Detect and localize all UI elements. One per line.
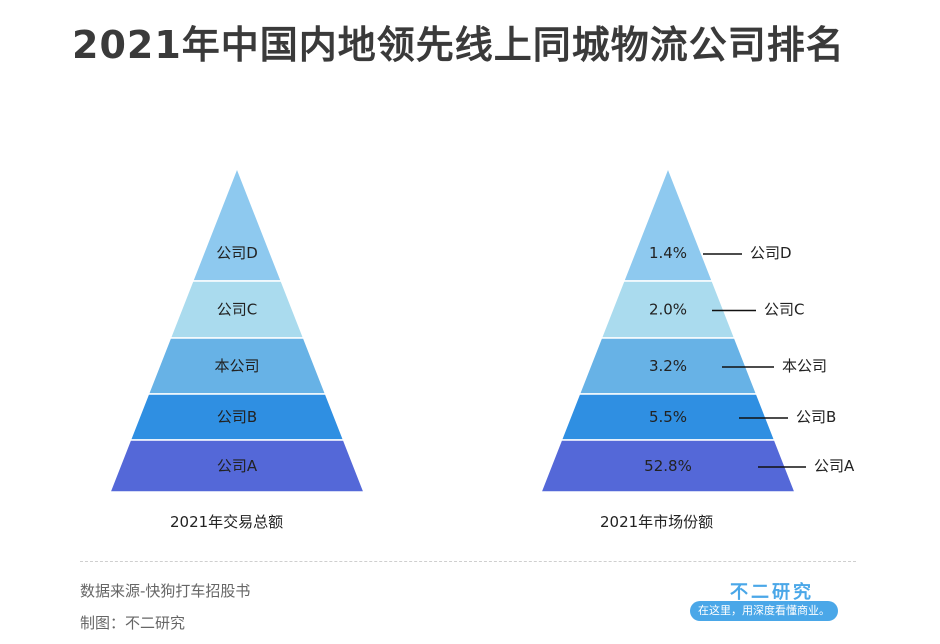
company-label: 公司B <box>796 408 836 426</box>
tier-label: 52.8% <box>644 457 692 475</box>
pyramid-tier <box>622 165 714 282</box>
tier-label: 公司D <box>216 244 258 262</box>
tier-label: 1.4% <box>649 244 687 262</box>
company-label: 公司A <box>814 457 855 475</box>
tier-label: 公司A <box>217 457 258 475</box>
tier-label: 本公司 <box>214 357 259 375</box>
tier-label: 2.0% <box>649 301 687 319</box>
tier-label: 3.2% <box>649 357 687 375</box>
tier-label: 公司C <box>217 301 257 319</box>
brand-logo-text: 不二研究 <box>730 582 814 603</box>
company-label: 本公司 <box>782 357 827 375</box>
page-title: 2021年中国内地领先线上同城物流公司排名 <box>72 23 845 67</box>
market-share-pyramid: 1.4% 公司D 2.0% 公司C 3.2% 本公司 5.5% 公司B 52.8% 公司A <box>539 165 855 493</box>
data-source-note: 数据来源-快狗打车招股书 <box>80 582 251 600</box>
chart-credit-note: 制图：不二研究 <box>80 614 186 632</box>
footer-divider <box>80 561 856 562</box>
pyramid-tier <box>191 165 283 282</box>
company-label: 公司C <box>764 301 804 319</box>
right-chart-caption: 2021年市场份额 <box>600 513 714 531</box>
company-label: 公司D <box>750 244 792 262</box>
left-chart-caption: 2021年交易总额 <box>170 513 284 531</box>
brand-slogan: 在这里，用深度看懂商业。 <box>690 601 838 621</box>
tier-label: 公司B <box>217 408 257 426</box>
pyramid-tier <box>108 439 366 493</box>
pyramid-tier <box>539 439 797 493</box>
tier-label: 5.5% <box>649 408 687 426</box>
